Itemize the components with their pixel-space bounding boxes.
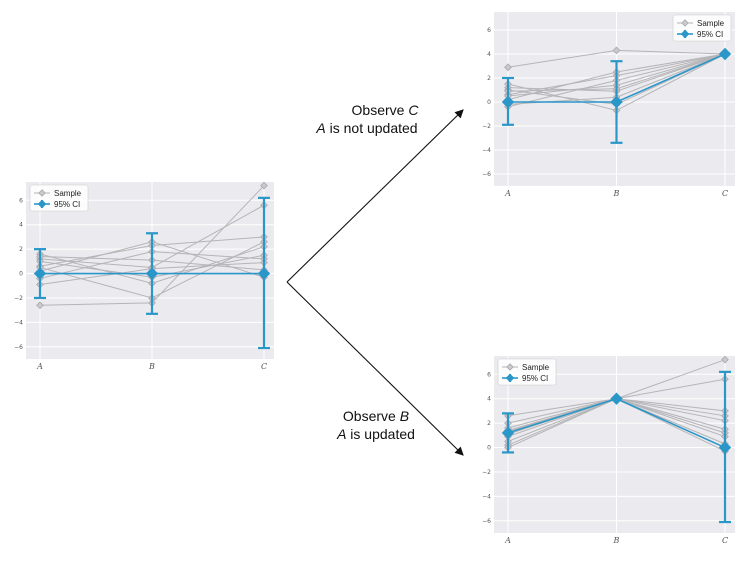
mean-point (145, 267, 159, 280)
left-chart-panel: −6 −4 −2 0 2 4 6 A B C Sample 95% CI (14, 181, 274, 371)
y-tick-label: 4 (487, 51, 491, 58)
sample-point (504, 63, 512, 72)
legend-sample-swatch-marker (681, 19, 689, 27)
x-tick-label: B (613, 189, 620, 198)
bottom-right-chart-panel: −6 −4 −2 0 2 4 6 A B C Sample 95% CI (482, 355, 735, 545)
legend-label-ci: 95% CI (54, 200, 80, 209)
mean-point (501, 95, 515, 109)
sample-point (260, 181, 268, 190)
legend-ci-swatch-marker (505, 373, 515, 383)
y-tick-label: 2 (19, 246, 23, 253)
legend-ci-swatch-marker (680, 29, 690, 39)
arrow-to-bottom-panel (286, 281, 464, 456)
mean-point (610, 95, 623, 109)
x-tick-label: A (504, 536, 511, 545)
y-tick-label: −2 (482, 123, 491, 130)
sample-point (721, 355, 729, 364)
y-tick-label: 2 (487, 75, 491, 82)
sample-point (36, 301, 44, 310)
y-tick-label: 4 (19, 222, 23, 229)
y-tick-label: −6 (482, 171, 491, 178)
x-tick-label: C (722, 536, 728, 545)
x-tick-label: A (36, 362, 43, 371)
x-tick-label: B (613, 536, 620, 545)
mean-point (718, 441, 732, 454)
annotation-bottom-line2: A is updated (336, 426, 415, 442)
y-tick-label: −4 (482, 493, 491, 500)
mean-point (257, 267, 271, 280)
mean-point (33, 267, 47, 280)
annotation-top-line2: A is not updated (315, 120, 417, 136)
y-tick-label: 4 (487, 396, 491, 403)
top-right-chart-panel: −6 −4 −2 0 2 4 6 A B C Sample 95% CI (482, 12, 735, 198)
legend-label-ci: 95% CI (522, 374, 548, 383)
y-tick-label: 0 (487, 99, 491, 106)
legend-label-ci: 95% CI (697, 30, 723, 39)
x-tick-label: B (148, 362, 155, 371)
legend-sample-swatch-marker (506, 363, 514, 371)
y-tick-label: 6 (487, 27, 491, 34)
annotation-bottom-line1: Observe B (343, 408, 409, 424)
y-tick-label: 2 (487, 420, 491, 427)
legend-label-sample: Sample (697, 19, 725, 28)
legend-label-sample: Sample (54, 189, 82, 198)
x-tick-label: C (261, 362, 267, 371)
y-tick-label: −2 (14, 295, 23, 302)
legend-label-sample: Sample (522, 363, 550, 372)
mean-point (501, 426, 515, 440)
mean-point (718, 47, 732, 61)
y-tick-label: −6 (14, 344, 23, 351)
x-tick-label: A (504, 189, 511, 198)
mean-point (610, 392, 623, 405)
x-tick-label: C (722, 189, 728, 198)
y-tick-label: 6 (19, 197, 23, 204)
y-tick-label: −4 (482, 147, 491, 154)
y-tick-label: −4 (14, 319, 23, 326)
y-tick-label: −6 (482, 518, 491, 525)
y-tick-label: 0 (19, 271, 23, 278)
y-tick-label: 0 (487, 445, 491, 452)
arrow-to-top-panel (286, 109, 464, 283)
plot-area (494, 356, 735, 533)
y-tick-label: 6 (487, 371, 491, 378)
annotation-top-line1: Observe C (352, 102, 420, 118)
legend-sample-swatch-marker (38, 189, 46, 197)
y-tick-label: −2 (482, 469, 491, 476)
legend-ci-swatch-marker (37, 199, 47, 209)
sample-point (612, 46, 621, 55)
